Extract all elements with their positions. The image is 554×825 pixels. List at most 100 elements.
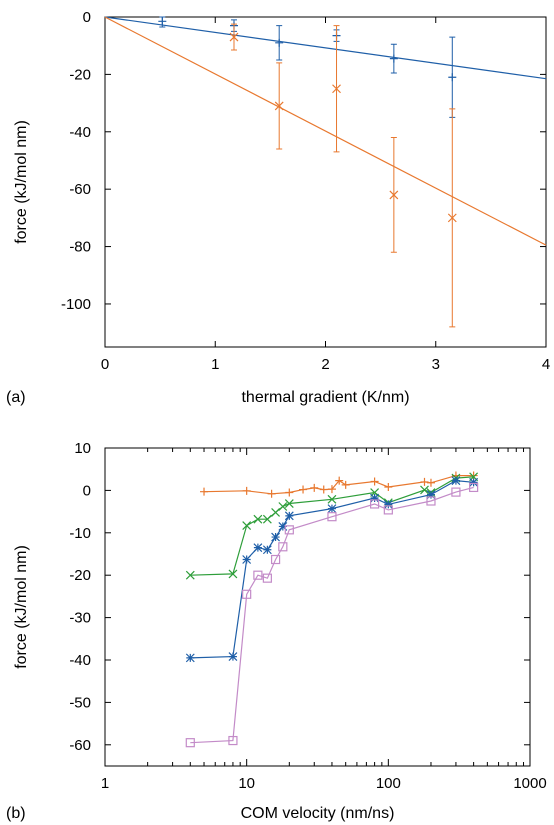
data-point xyxy=(447,213,457,223)
x-axis-label: COM velocity (nm/ns) xyxy=(241,805,395,822)
data-point xyxy=(185,570,195,580)
data-point xyxy=(284,499,294,508)
data-point xyxy=(253,570,263,580)
data-point xyxy=(332,84,341,94)
plot-frame xyxy=(104,447,531,767)
y-tick-label: -40 xyxy=(69,652,91,669)
data-point xyxy=(262,545,272,555)
data-point xyxy=(200,487,209,496)
data-point xyxy=(319,485,328,494)
x-tick-label: 1000 xyxy=(513,775,546,792)
data-point xyxy=(451,487,461,497)
series-line xyxy=(190,486,474,744)
data-point xyxy=(469,477,479,487)
data-point xyxy=(242,521,252,531)
fit-line xyxy=(104,16,547,246)
y-tick-label: -100 xyxy=(61,296,91,313)
data-point xyxy=(253,514,263,524)
y-tick-label: -40 xyxy=(69,124,91,141)
data-point xyxy=(228,652,238,662)
data-point xyxy=(270,554,281,565)
data-point xyxy=(267,489,276,498)
y-axis-label: force (kJ/mol nm) xyxy=(13,120,30,244)
data-point xyxy=(370,493,380,503)
data-point xyxy=(327,494,337,504)
data-point xyxy=(370,499,380,509)
x-tick-label: 3 xyxy=(432,356,440,373)
data-point xyxy=(327,512,337,522)
data-point xyxy=(327,504,337,514)
series-2 xyxy=(104,16,547,328)
x-tick-label: 1 xyxy=(211,356,219,373)
data-point xyxy=(469,482,479,493)
data-point xyxy=(426,496,436,506)
data-point xyxy=(426,478,435,487)
y-tick-label: -60 xyxy=(69,737,91,754)
data-point xyxy=(242,589,252,599)
series-4 xyxy=(185,482,479,748)
y-tick-label: -20 xyxy=(69,66,91,83)
data-point xyxy=(242,555,252,564)
data-point xyxy=(275,38,284,47)
y-tick-label: -20 xyxy=(69,567,91,584)
data-point xyxy=(448,73,457,82)
x-tick-label: 4 xyxy=(542,356,550,373)
series-1 xyxy=(104,16,547,118)
y-tick-label: 0 xyxy=(83,9,91,26)
y-tick-label: -80 xyxy=(69,239,91,256)
data-point xyxy=(420,485,429,495)
data-point xyxy=(469,471,478,480)
data-point xyxy=(284,525,294,535)
x-tick-label: 10 xyxy=(238,775,255,792)
data-point xyxy=(242,486,251,495)
series-1 xyxy=(200,471,478,498)
data-point xyxy=(426,490,436,500)
data-point xyxy=(383,499,393,509)
data-point xyxy=(389,54,398,63)
data-point xyxy=(228,735,238,746)
data-point xyxy=(384,483,393,492)
x-axis-label: thermal gradient (K/nm) xyxy=(241,389,409,406)
plot-frame xyxy=(104,16,547,348)
data-point xyxy=(262,514,272,524)
data-point xyxy=(262,573,272,583)
data-point xyxy=(389,190,399,200)
data-point xyxy=(253,543,263,553)
series-3 xyxy=(185,476,479,663)
data-point xyxy=(271,532,281,542)
data-point xyxy=(185,738,195,748)
data-point xyxy=(341,480,350,489)
data-point xyxy=(299,485,308,494)
data-point xyxy=(451,476,461,486)
x-tick-label: 100 xyxy=(376,775,401,792)
y-tick-label: -50 xyxy=(69,694,91,711)
y-tick-label: -60 xyxy=(69,181,91,198)
data-point xyxy=(271,508,281,517)
data-point xyxy=(278,542,288,552)
y-tick-label: 10 xyxy=(74,440,91,457)
data-point xyxy=(284,511,294,521)
data-point xyxy=(278,522,288,531)
y-tick-label: 0 xyxy=(83,482,91,499)
y-tick-label: -10 xyxy=(69,525,91,542)
data-point xyxy=(229,32,239,42)
panel-label-b: (b) xyxy=(6,805,26,822)
data-point xyxy=(383,505,393,515)
data-point xyxy=(370,477,379,486)
y-axis-label: force (kJ/mol nm) xyxy=(13,545,30,669)
panel-a: 0 1 2 3 4 0 -20 -40 -60 -80 -100 thermal gradient (… xyxy=(6,9,550,406)
data-point xyxy=(278,502,288,511)
data-point xyxy=(158,17,167,26)
data-point xyxy=(274,101,284,111)
data-point xyxy=(335,476,344,485)
x-tick-label: 1 xyxy=(101,775,109,792)
data-point xyxy=(420,477,429,486)
data-point xyxy=(228,569,238,579)
x-tick-label: 0 xyxy=(101,356,109,373)
x-tick-label: 2 xyxy=(321,356,329,373)
data-point xyxy=(310,483,319,492)
fit-line xyxy=(104,16,547,80)
y-tick-label: -30 xyxy=(69,610,91,627)
